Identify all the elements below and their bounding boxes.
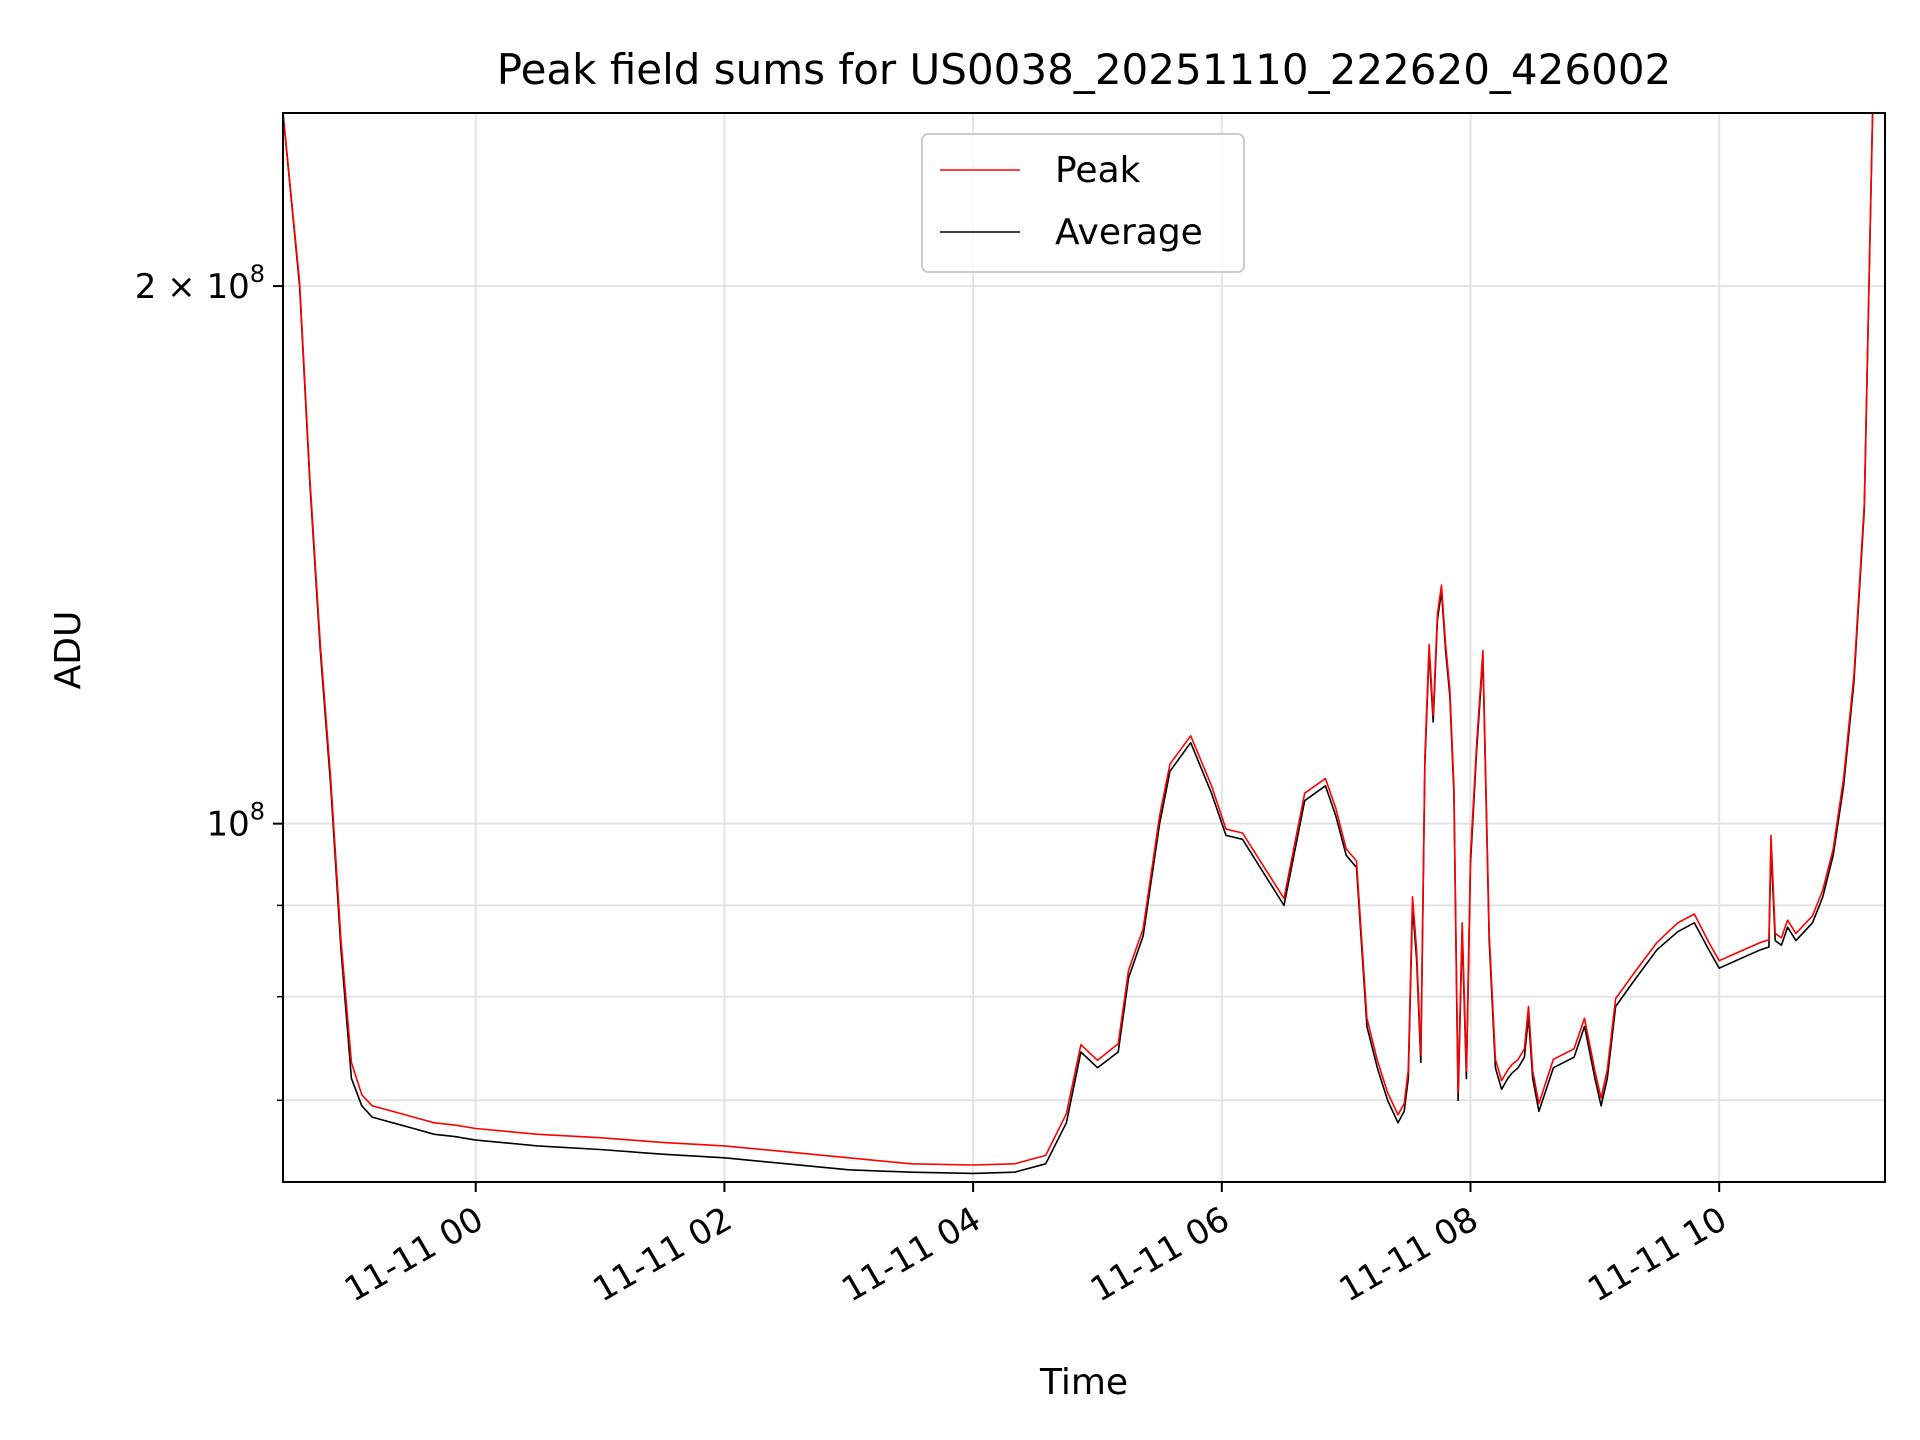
y-tick-label: 108 — [206, 798, 265, 845]
legend-label-average: Average — [1055, 212, 1203, 253]
legend: Peak Average — [921, 133, 1245, 273]
legend-label-peak: Peak — [1055, 150, 1141, 191]
y-axis-label: ADU — [48, 611, 89, 690]
grid — [283, 113, 1885, 1182]
legend-box — [921, 133, 1245, 273]
plot-frame — [282, 112, 1886, 1183]
series-group — [283, 113, 1874, 1175]
y-tick-label: 2 × 108 — [135, 260, 265, 307]
series-line-peak — [283, 113, 1874, 1166]
x-axis-label: Time — [1039, 1362, 1128, 1403]
plot-area — [283, 113, 1874, 1175]
chart-title: Peak field sums for US0038_20251110_2226… — [497, 45, 1672, 94]
